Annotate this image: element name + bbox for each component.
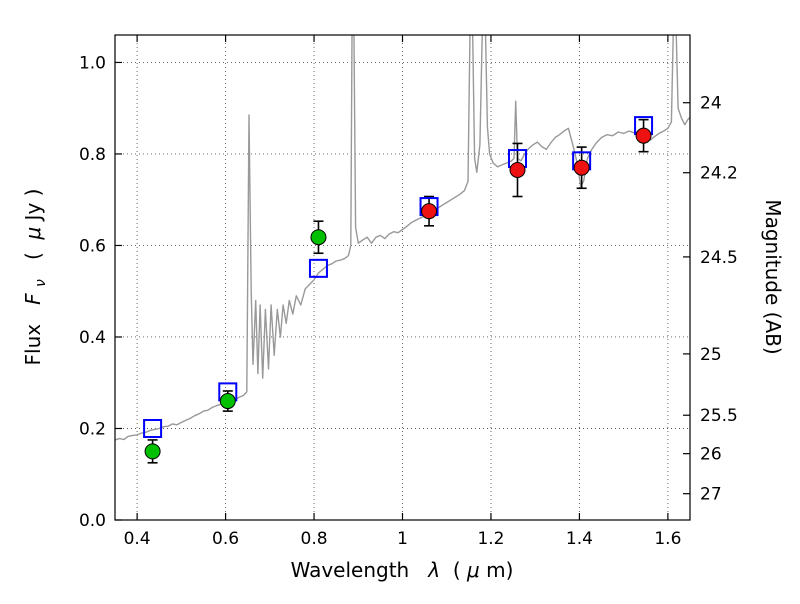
- flux-tick-label: 1.0: [79, 53, 106, 73]
- marker-green-filled-circles: [144, 443, 161, 460]
- magnitude-tick-label: 26: [700, 445, 722, 465]
- flux-tick-label: 0.8: [79, 145, 106, 165]
- y-axis-label-part: (: [21, 246, 45, 273]
- mu-symbol: μ: [21, 227, 45, 241]
- magnitude-tick-label: 27: [700, 485, 722, 505]
- marker-blue-open-squares: [308, 258, 328, 278]
- mu-symbol: μ: [466, 558, 480, 582]
- y-axis-label-flux: Flux F ν ( μ Jy ): [21, 189, 50, 366]
- y-axis-label-magnitude: Magnitude (AB): [761, 199, 785, 354]
- magnitude-tick-label: 24.2: [700, 164, 738, 184]
- marker-blue-open-squares: [143, 418, 163, 438]
- magnitude-tick-label: 25.5: [700, 406, 738, 426]
- x-axis-label: Wavelength λ ( μ m): [291, 558, 514, 582]
- x-tick-label: 0.4: [124, 529, 151, 549]
- x-tick-label: 1: [397, 529, 408, 549]
- marker-red-filled-circles: [509, 161, 526, 178]
- x-axis-label-part: (: [447, 558, 461, 582]
- flux-tick-label: 0.0: [79, 511, 106, 531]
- x-tick-label: 0.8: [301, 529, 328, 549]
- lambda-symbol: λ: [427, 558, 440, 582]
- model-spectrum-line: [115, 35, 690, 441]
- spectrum-layer: [115, 35, 690, 441]
- marker-red-filled-circles: [421, 203, 438, 220]
- nu-subscript: ν: [33, 279, 49, 287]
- plot-border: [114, 34, 691, 521]
- axes-layer: 0.4 0.6 0.8 1 1.2 1.4 1.6 0.0 0.2 0.4 0.6 0.8 1.0 24 2…: [79, 34, 738, 549]
- marker-green-filled-circles: [310, 229, 327, 246]
- photometry-layer: [143, 116, 654, 464]
- x-tick-label: 1.2: [477, 529, 504, 549]
- marker-green-filled-circles: [219, 393, 236, 410]
- y-axis-label-part: Flux: [21, 311, 45, 365]
- x-tick-label: 1.6: [654, 529, 681, 549]
- flux-symbol: F: [21, 293, 45, 305]
- flux-tick-label: 0.2: [79, 419, 106, 439]
- magnitude-tick-label: 24.5: [700, 248, 738, 268]
- marker-red-filled-circles: [635, 127, 652, 144]
- x-tick-label: 0.6: [212, 529, 239, 549]
- flux-tick-label: 0.6: [79, 236, 106, 256]
- x-tick-label: 1.4: [566, 529, 593, 549]
- magnitude-tick-label: 25: [700, 345, 722, 365]
- magnitude-tick-label: 24: [700, 94, 722, 114]
- gridlines: [115, 35, 690, 521]
- marker-red-filled-circles: [573, 159, 590, 176]
- x-axis-label-part: Wavelength: [291, 558, 422, 582]
- x-axis-label-part: m): [486, 558, 513, 582]
- y-axis-label-part: Jy ): [21, 189, 45, 223]
- flux-tick-label: 0.4: [79, 328, 106, 348]
